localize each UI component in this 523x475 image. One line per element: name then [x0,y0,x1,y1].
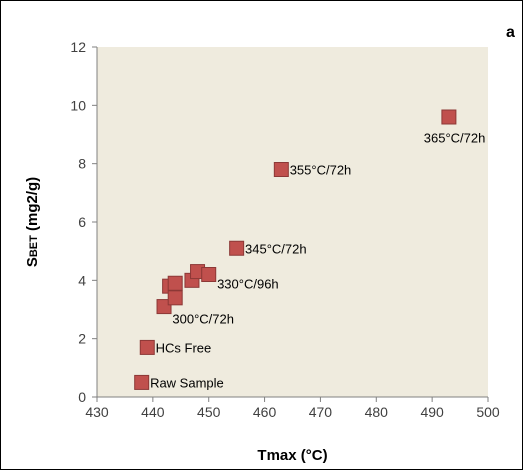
y-tick-label: 10 [70,97,86,113]
data-point [134,374,150,390]
x-axis-title: Tmax (°C) [257,447,327,464]
data-point [229,240,245,256]
y-axis-title-subscript: BET [28,235,40,257]
y-tick-label: 8 [78,156,86,172]
y-axis-title: SBET (mg2/g) [24,177,41,267]
panel-label: a [506,24,515,41]
x-tick-label: 450 [197,404,221,420]
x-tick-label: 440 [141,404,165,420]
y-axis-title-unit: (mg2/g) [24,177,41,235]
point-label: 330°C/96h [217,276,279,291]
data-point [156,299,172,315]
x-tick-label: 430 [85,404,109,420]
axes: 430 440 450 460 470 480 490 500 0 2 4 6 8 10 12 [70,39,499,420]
data-point [167,290,183,306]
x-tick-label: 500 [476,404,500,420]
data-point [273,162,289,177]
y-tick-label: 4 [78,272,86,288]
data-point [167,275,183,291]
point-label: HCs Free [156,340,212,355]
point-annotations: Raw Sample HCs Free 300°C/72h 330°C/96h 345°… [150,130,485,390]
x-tick-label: 480 [365,404,389,420]
point-label: Raw Sample [150,375,224,390]
x-tick-label: 490 [420,404,444,420]
data-point [441,109,457,125]
y-tick-label: 12 [70,39,86,55]
point-label: 355°C/72h [290,163,352,178]
plot-area [97,47,488,397]
data-points [134,109,457,390]
data-point [201,267,217,282]
y-tick-label: 0 [78,389,86,405]
x-tick-label: 470 [309,404,333,420]
y-axis-title-main: S [24,257,41,267]
y-tick-label: 6 [78,214,86,230]
point-label: 300°C/72h [172,311,234,326]
data-point [139,339,155,355]
point-label: 365°C/72h [424,130,486,145]
x-tick-label: 460 [253,404,277,420]
y-tick-label: 2 [78,331,86,347]
point-label: 345°C/72h [245,241,307,256]
